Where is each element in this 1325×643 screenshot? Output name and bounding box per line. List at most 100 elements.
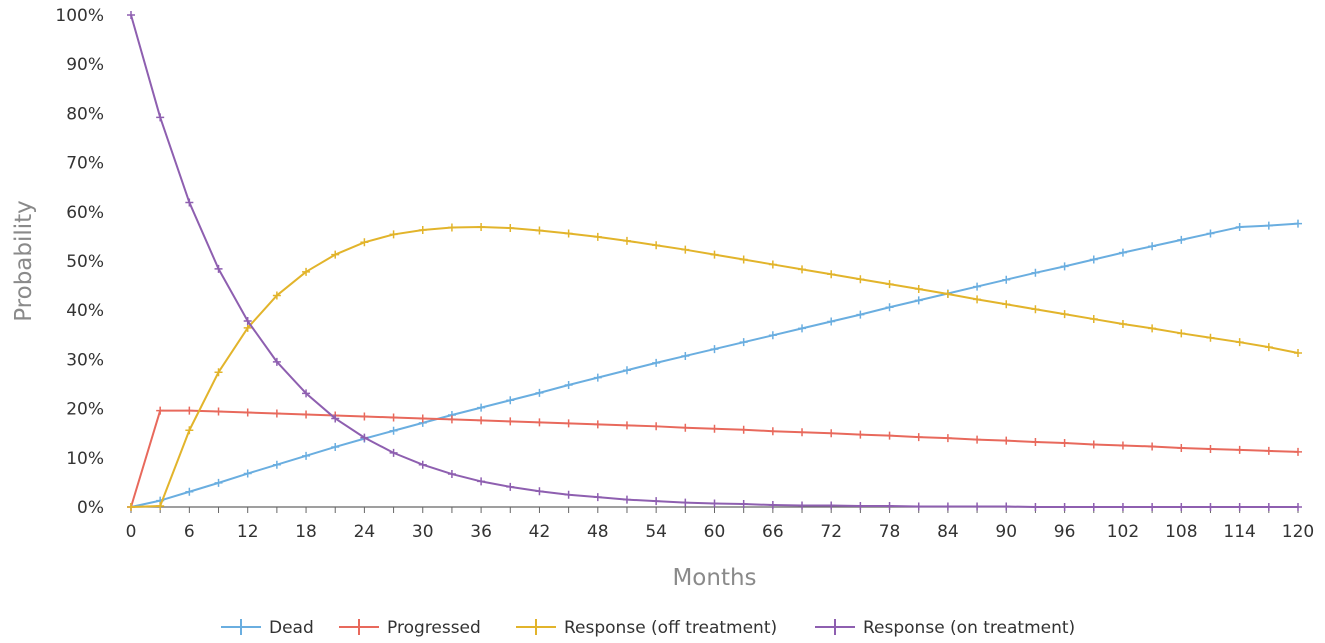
data-point-marker — [243, 317, 252, 326]
data-point-marker — [243, 408, 252, 417]
data-point-marker — [535, 226, 544, 235]
data-point-marker — [506, 224, 515, 233]
data-point-marker — [1031, 305, 1040, 314]
data-point-marker — [389, 448, 398, 457]
data-point-marker — [127, 11, 135, 19]
data-point-marker — [302, 389, 311, 398]
data-point-marker — [1177, 235, 1186, 244]
x-tick-label: 6 — [184, 522, 195, 542]
data-point-marker — [1264, 343, 1273, 352]
data-point-marker — [856, 275, 865, 284]
data-point-marker — [1060, 439, 1069, 448]
x-tick-label: 102 — [1107, 522, 1139, 542]
data-point-marker — [798, 324, 807, 333]
data-point-marker — [1206, 444, 1215, 453]
data-point-marker — [477, 223, 486, 232]
y-tick-label: 10% — [66, 449, 104, 469]
data-point-marker — [418, 414, 427, 423]
x-tick-label: 36 — [470, 522, 492, 542]
data-point-marker — [856, 430, 865, 439]
legend-label: Dead — [269, 618, 314, 638]
data-point-marker — [1118, 441, 1127, 450]
x-tick-label: 78 — [879, 522, 901, 542]
data-point-marker — [185, 487, 194, 496]
data-point-marker — [885, 502, 894, 511]
data-point-marker — [827, 501, 836, 510]
y-tick-label: 100% — [55, 6, 104, 26]
data-point-marker — [535, 388, 544, 397]
data-point-marker — [127, 503, 135, 511]
x-tick-label: 60 — [704, 522, 726, 542]
data-point-marker — [739, 500, 748, 509]
data-point-marker — [798, 428, 807, 437]
data-point-marker — [447, 223, 456, 232]
data-point-marker — [214, 407, 223, 416]
data-point-marker — [885, 431, 894, 440]
data-point-marker — [710, 250, 719, 259]
data-point-marker — [622, 421, 631, 430]
data-point-marker — [914, 296, 923, 305]
data-point-marker — [156, 113, 165, 122]
y-tick-label: 30% — [66, 350, 104, 370]
data-point-marker — [1002, 300, 1011, 309]
data-point-marker — [943, 289, 952, 298]
data-point-marker — [272, 291, 281, 300]
y-tick-label: 0% — [77, 498, 104, 518]
data-point-marker — [1031, 438, 1040, 447]
data-point-marker — [973, 435, 982, 444]
data-point-marker — [652, 358, 661, 367]
x-tick-label: 66 — [762, 522, 784, 542]
data-point-marker — [798, 501, 807, 510]
data-point-marker — [535, 418, 544, 427]
data-point-marker — [331, 250, 340, 259]
data-point-marker — [768, 427, 777, 436]
data-point-marker — [506, 396, 515, 405]
series-group — [127, 406, 1302, 511]
data-point-marker — [710, 499, 719, 508]
data-point-marker — [1089, 503, 1098, 511]
data-point-marker — [973, 282, 982, 291]
y-tick-label: 70% — [66, 154, 104, 174]
data-point-marker — [710, 424, 719, 433]
data-point-marker — [914, 285, 923, 294]
data-point-marker — [389, 230, 398, 239]
data-point-marker — [593, 373, 602, 382]
data-point-marker — [681, 498, 690, 507]
data-point-marker — [622, 236, 631, 245]
data-point-marker — [593, 420, 602, 429]
data-point-marker — [506, 417, 515, 426]
x-tick-label: 12 — [237, 522, 259, 542]
data-point-marker — [447, 415, 456, 424]
data-point-marker — [418, 226, 427, 235]
legend-label: Progressed — [387, 618, 481, 638]
y-tick-label: 20% — [66, 400, 104, 420]
x-tick-label: 24 — [354, 522, 376, 542]
data-point-marker — [243, 469, 252, 478]
data-point-marker — [856, 310, 865, 319]
data-point-marker — [1148, 442, 1157, 451]
y-tick-label: 50% — [66, 252, 104, 272]
data-point-marker — [1177, 503, 1186, 511]
data-point-marker — [1235, 223, 1244, 232]
data-point-marker — [1294, 219, 1302, 228]
data-point-marker — [593, 232, 602, 241]
data-point-marker — [156, 406, 165, 415]
data-point-marker — [652, 497, 661, 506]
data-point-marker — [156, 502, 165, 511]
data-point-marker — [1118, 319, 1127, 328]
data-point-marker — [243, 323, 252, 332]
data-point-marker — [593, 493, 602, 502]
data-point-marker — [1089, 255, 1098, 264]
x-tick-label: 114 — [1223, 522, 1255, 542]
data-point-marker — [1148, 242, 1157, 251]
data-point-marker — [681, 351, 690, 360]
data-point-marker — [1060, 262, 1069, 271]
data-point-marker — [302, 410, 311, 419]
data-point-marker — [1264, 221, 1273, 230]
y-tick-label: 80% — [66, 104, 104, 124]
data-point-marker — [739, 338, 748, 347]
data-point-marker — [1060, 310, 1069, 319]
data-point-marker — [1089, 315, 1098, 324]
data-point-marker — [1294, 447, 1302, 456]
data-point-marker — [622, 366, 631, 375]
